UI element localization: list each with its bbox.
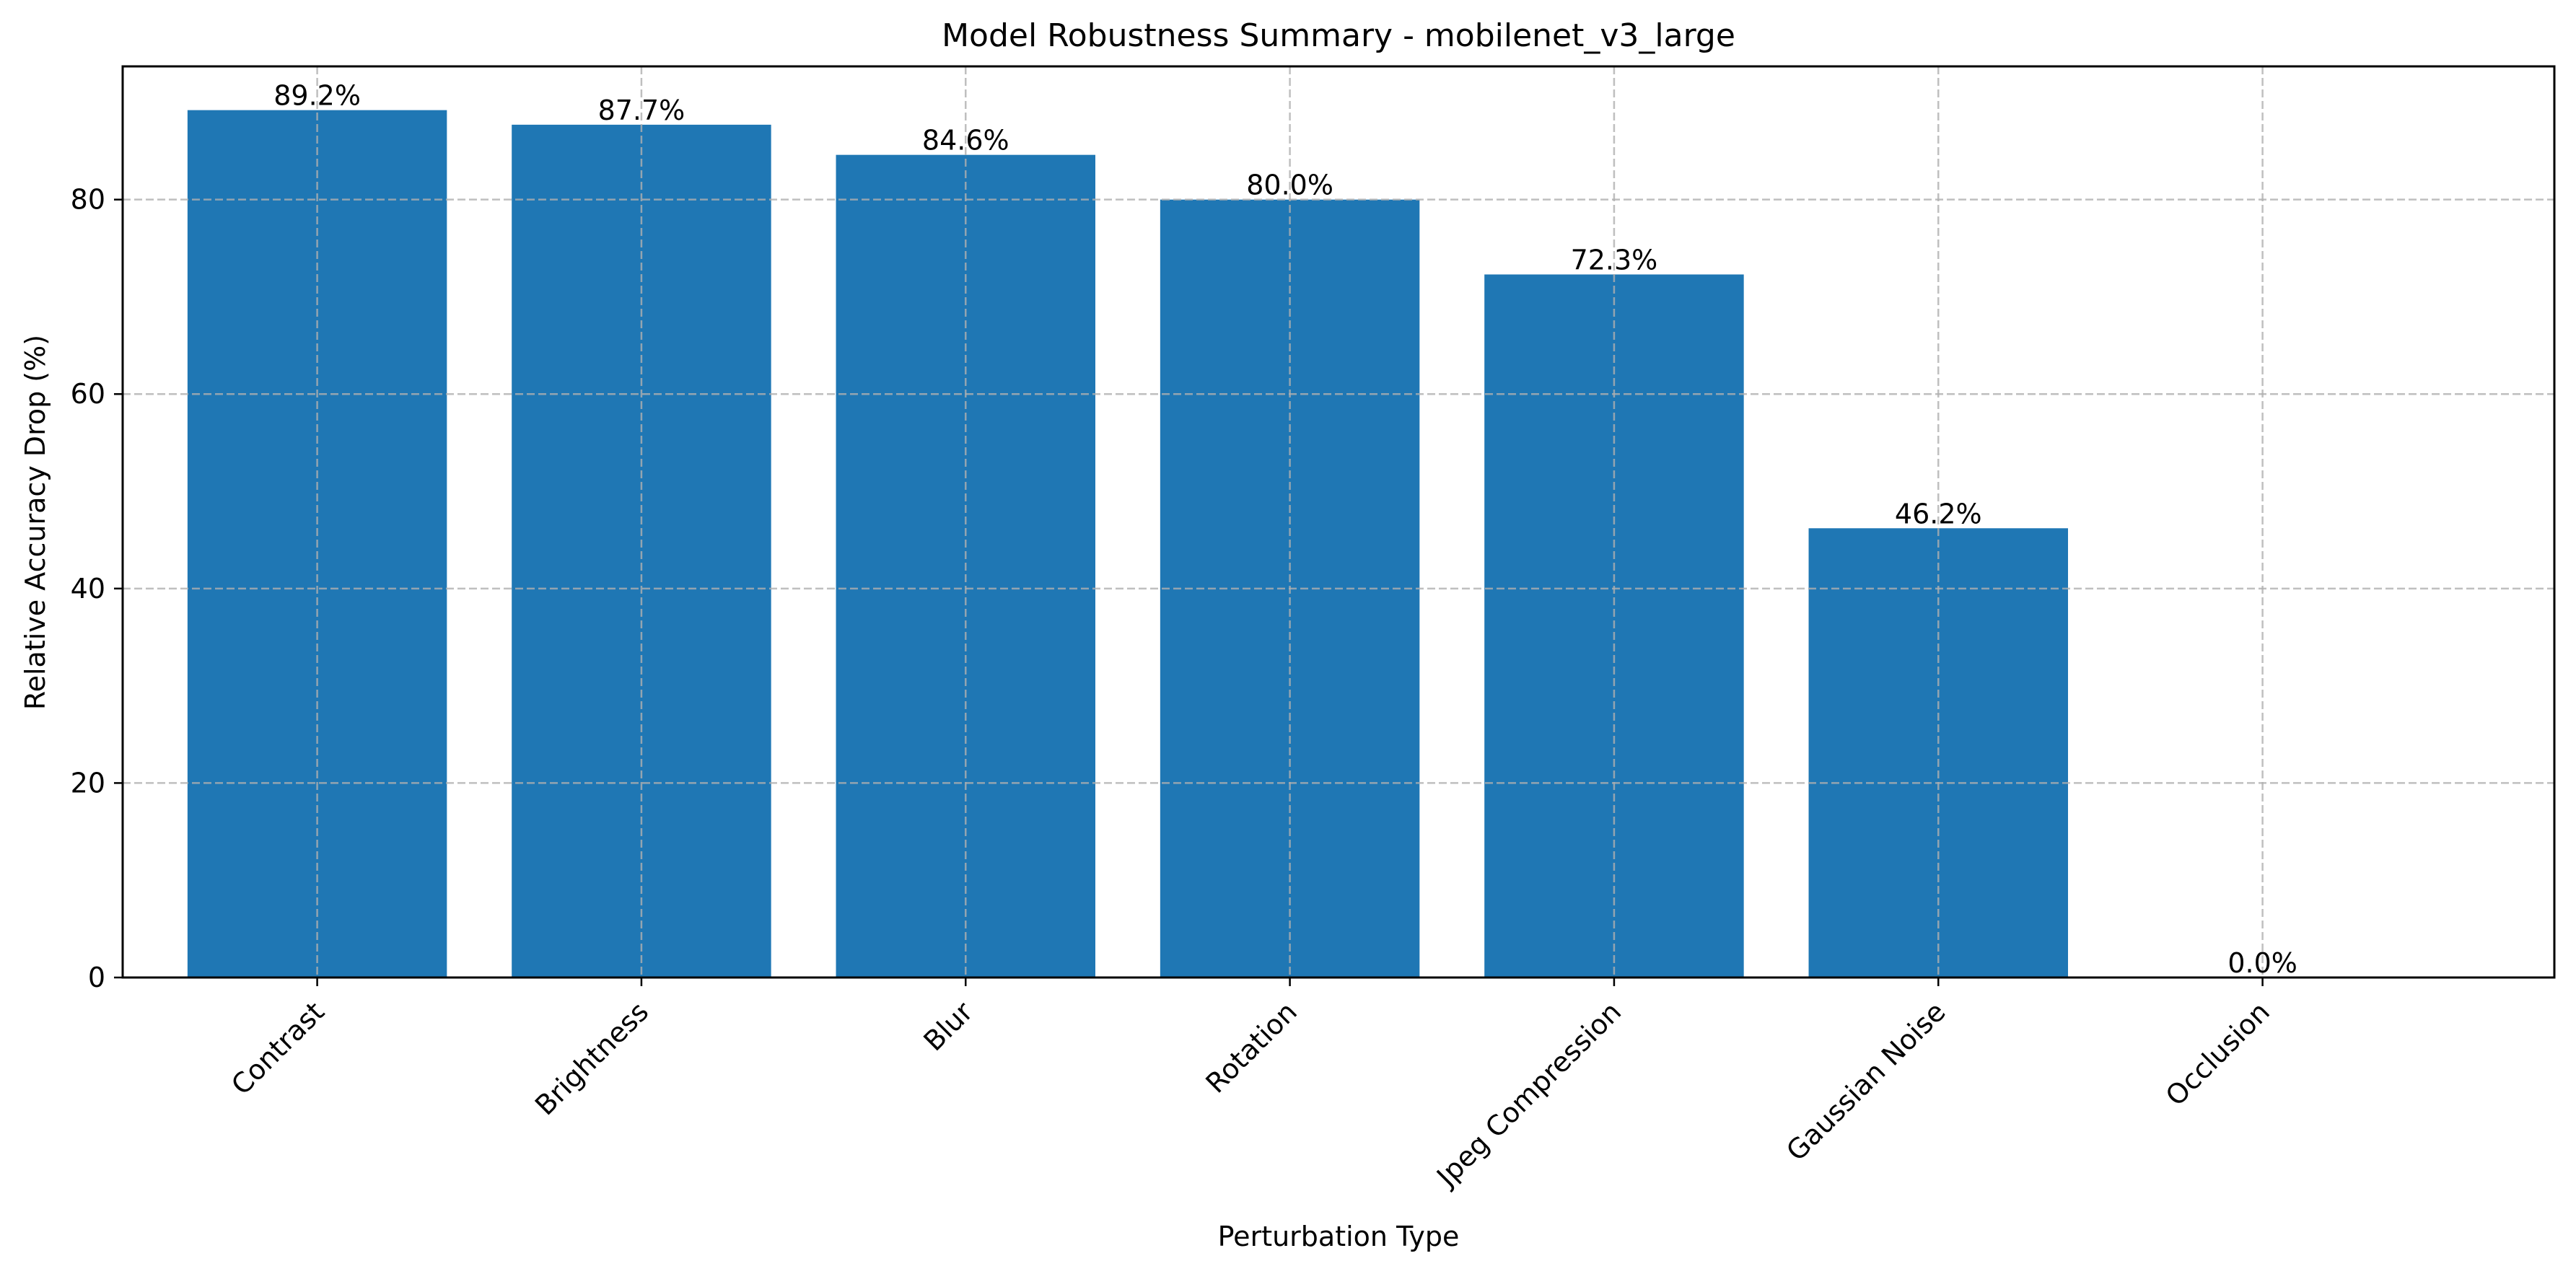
data-labels: 89.2% 87.7% 84.6% 80.0% 72.3% 46.2% 0.0% (273, 80, 2297, 979)
y-tick-label: 20 (71, 767, 105, 799)
y-tick-label: 0 (88, 962, 105, 993)
data-label: 84.6% (922, 125, 1009, 157)
plot-frame (121, 65, 2556, 979)
chart-title: Model Robustness Summary - mobilenet_v3_… (942, 17, 1735, 54)
data-label: 80.0% (1246, 170, 1333, 201)
grid-lines (123, 66, 2554, 978)
data-label: 89.2% (273, 80, 361, 112)
y-tick-label: 80 (71, 184, 105, 216)
y-axis-ticks: 0 20 40 60 80 (71, 184, 123, 993)
x-axis-label: Perturbation Type (1218, 1221, 1460, 1252)
y-tick-label: 40 (71, 573, 105, 605)
data-label: 0.0% (2227, 947, 2297, 979)
y-axis-label: Relative Accuracy Drop (%) (19, 335, 51, 710)
data-label: 87.7% (598, 95, 685, 126)
data-label: 46.2% (1895, 498, 1982, 530)
data-label: 72.3% (1571, 244, 1658, 276)
y-tick-label: 60 (71, 378, 105, 410)
